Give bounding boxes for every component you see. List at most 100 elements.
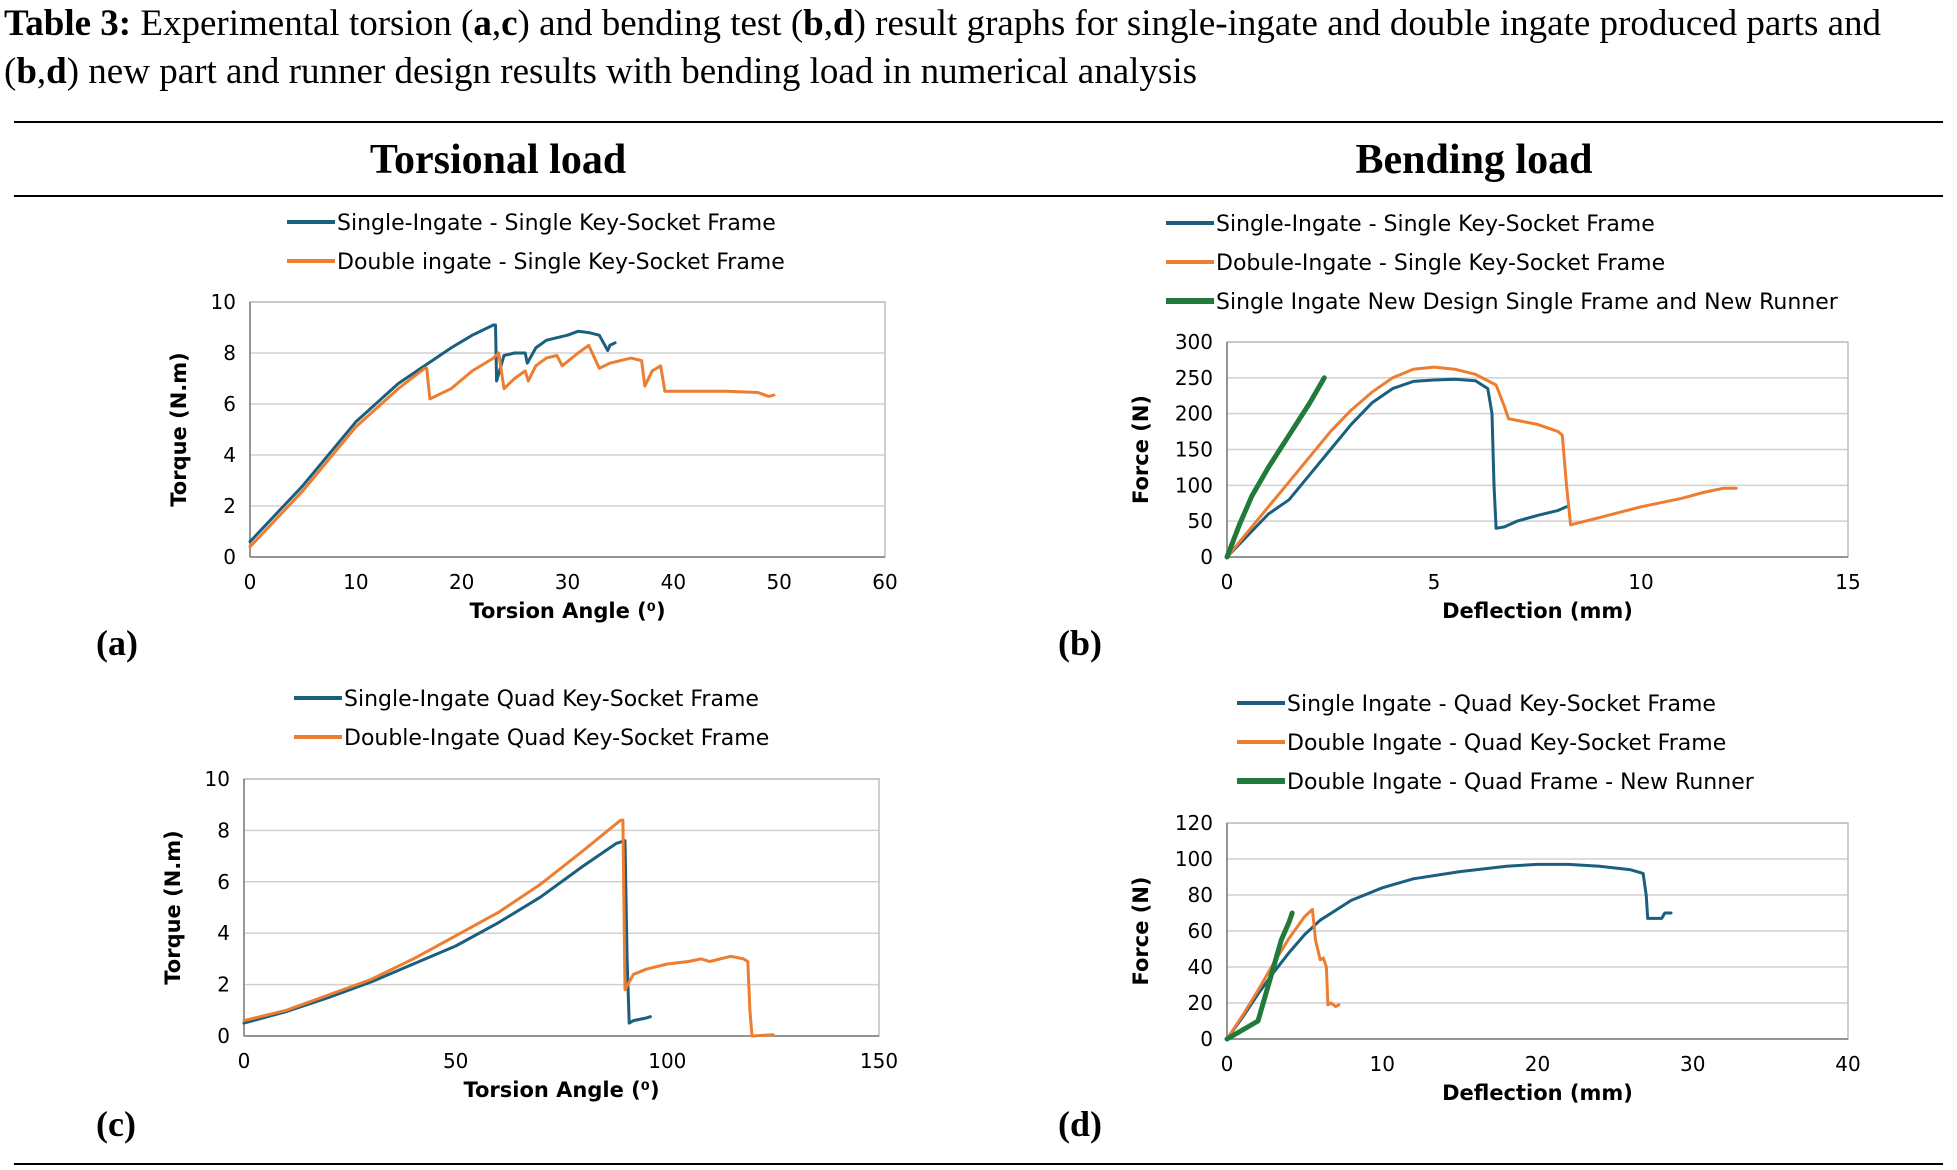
- series-line-d-2: [1224, 910, 1295, 1042]
- series-line-c-1: [242, 818, 775, 1038]
- legend-label-c-1: Double-Ingate Quad Key-Socket Frame: [344, 726, 769, 751]
- x-tick-label-b-2: 10: [1628, 570, 1653, 594]
- y-tick-label-a-0: 0: [223, 545, 236, 569]
- panel-label-b: (b): [1058, 623, 1102, 663]
- y-tick-label-a-1: 2: [223, 494, 236, 518]
- y-axis-label-c: Torque (N.m): [161, 830, 185, 985]
- x-tick-label-b-0: 0: [1221, 570, 1234, 594]
- x-tick-label-a-5: 50: [766, 570, 791, 594]
- caption-ref-c: c: [501, 3, 518, 44]
- legend-label-d-0: Single Ingate - Quad Key-Socket Frame: [1287, 692, 1716, 717]
- y-tick-label-b-2: 100: [1175, 473, 1213, 497]
- plot-frame-c: [243, 778, 880, 1037]
- caption-ref-d-2: d: [46, 51, 67, 92]
- x-tick-label-d-1: 10: [1370, 1052, 1395, 1076]
- table-caption: Table 3: Experimental torsion (a,c) and …: [4, 0, 1954, 96]
- legend-label-d-1: Double Ingate - Quad Key-Socket Frame: [1287, 731, 1726, 756]
- x-tick-label-c-0: 0: [238, 1049, 251, 1073]
- panel-label-d: (d): [1058, 1104, 1102, 1144]
- x-tick-label-d-0: 0: [1221, 1052, 1234, 1076]
- y-axis-label-b: Force (N): [1129, 395, 1153, 504]
- caption-ref-b-2: b: [16, 51, 37, 92]
- x-tick-label-d-3: 30: [1680, 1052, 1705, 1076]
- series-line-a-0: [248, 323, 617, 544]
- x-axis-label-c: Torsion Angle (⁰): [463, 1078, 659, 1102]
- x-tick-label-b-1: 5: [1428, 570, 1441, 594]
- caption-text-4: ) new part and runner design results wit…: [66, 51, 1198, 92]
- y-tick-label-a-3: 6: [223, 392, 236, 416]
- x-axis-label-b: Deflection (mm): [1442, 599, 1633, 623]
- bottom-rule: [14, 1163, 1943, 1165]
- y-tick-label-d-0: 0: [1200, 1027, 1213, 1051]
- y-tick-label-b-4: 200: [1175, 402, 1213, 426]
- top-rule: [14, 121, 1943, 123]
- y-tick-label-b-5: 250: [1175, 366, 1213, 390]
- caption-ref-d: d: [832, 3, 854, 44]
- y-tick-label-d-2: 40: [1188, 955, 1213, 979]
- chart-b: 0 50 100 150 200 250 300 0 5 10 15 Deflection (mm) F…: [1129, 212, 1861, 623]
- caption-ref-b: b: [803, 3, 824, 44]
- series-line-b-1: [1225, 365, 1738, 559]
- legend-label-b-1: Dobule-Ingate - Single Key-Socket Frame: [1216, 251, 1665, 276]
- x-axis-label-a: Torsion Angle (⁰): [469, 599, 665, 623]
- y-tick-label-c-0: 0: [217, 1024, 230, 1048]
- y-tick-label-a-5: 10: [211, 290, 236, 314]
- column-header-bending: Bending load: [1355, 137, 1593, 183]
- legend-label-c-0: Single-Ingate Quad Key-Socket Frame: [344, 687, 759, 712]
- legend-label-b-2: Single Ingate New Design Single Frame an…: [1216, 290, 1839, 315]
- series-line-b-0: [1225, 377, 1568, 559]
- plot-frame-a: [249, 301, 886, 558]
- series-line-d-0: [1225, 862, 1673, 1041]
- caption-comma-2: ,: [823, 3, 833, 44]
- y-tick-label-a-4: 8: [223, 341, 236, 365]
- y-axis-label-a: Torque (N.m): [167, 352, 191, 507]
- y-tick-label-d-4: 80: [1188, 883, 1213, 907]
- y-tick-label-d-1: 20: [1188, 991, 1213, 1015]
- y-tick-label-c-5: 10: [205, 767, 230, 791]
- x-axis-label-d: Deflection (mm): [1442, 1081, 1633, 1105]
- y-tick-label-c-1: 2: [217, 973, 230, 997]
- y-tick-label-d-6: 120: [1175, 811, 1213, 835]
- chart-d: 0 20 40 60 80 100 120 0 10 20 30 40 Deflection (mm) F…: [1129, 692, 1861, 1105]
- caption-text-1: Experimental torsion (: [131, 3, 474, 44]
- panel-label-a: (a): [96, 623, 138, 663]
- column-header-torsional: Torsional load: [369, 137, 627, 183]
- y-axis-label-d: Force (N): [1129, 876, 1153, 985]
- x-tick-label-a-3: 30: [555, 570, 580, 594]
- y-tick-label-b-1: 50: [1188, 509, 1213, 533]
- y-tick-label-c-3: 6: [217, 870, 230, 894]
- y-tick-label-c-4: 8: [217, 818, 230, 842]
- caption-ref-a: a: [473, 3, 492, 44]
- x-tick-label-a-0: 0: [244, 570, 257, 594]
- series-line-b-2: [1224, 375, 1327, 560]
- series-line-d-1: [1225, 907, 1341, 1041]
- x-tick-label-a-1: 10: [343, 570, 368, 594]
- x-tick-label-d-2: 20: [1525, 1052, 1550, 1076]
- legend-label-d-2: Double Ingate - Quad Frame - New Runner: [1287, 770, 1755, 795]
- chart-a: 0 2 4 6 8 10 0 10 20 30 40 50 60 Torsion Angle (⁰) Tor…: [167, 211, 898, 623]
- header-rule: [14, 195, 1943, 197]
- caption-label: Table 3:: [4, 3, 132, 44]
- y-tick-label-a-2: 4: [223, 443, 236, 467]
- y-tick-label-b-3: 150: [1175, 438, 1213, 462]
- y-tick-label-b-6: 300: [1175, 330, 1213, 354]
- y-tick-label-d-3: 60: [1188, 919, 1213, 943]
- x-tick-label-b-3: 15: [1835, 570, 1860, 594]
- series-line-a-1: [248, 343, 776, 549]
- caption-comma-3: ,: [36, 51, 47, 92]
- x-tick-label-c-2: 100: [648, 1049, 686, 1073]
- x-tick-label-d-4: 40: [1835, 1052, 1860, 1076]
- x-tick-label-a-4: 40: [661, 570, 686, 594]
- x-tick-label-a-2: 20: [449, 570, 474, 594]
- y-tick-label-d-5: 100: [1175, 847, 1213, 871]
- y-tick-label-c-2: 4: [217, 921, 230, 945]
- caption-text-3: ) result graphs for single-ingate and do…: [4, 3, 1882, 92]
- panel-label-c: (c): [96, 1104, 136, 1144]
- x-tick-label-c-1: 50: [443, 1049, 468, 1073]
- caption-comma-1: ,: [491, 3, 502, 44]
- y-tick-label-b-0: 0: [1200, 545, 1213, 569]
- series-line-c-0: [242, 839, 652, 1025]
- x-tick-label-a-6: 60: [872, 570, 897, 594]
- x-tick-label-c-3: 150: [860, 1049, 898, 1073]
